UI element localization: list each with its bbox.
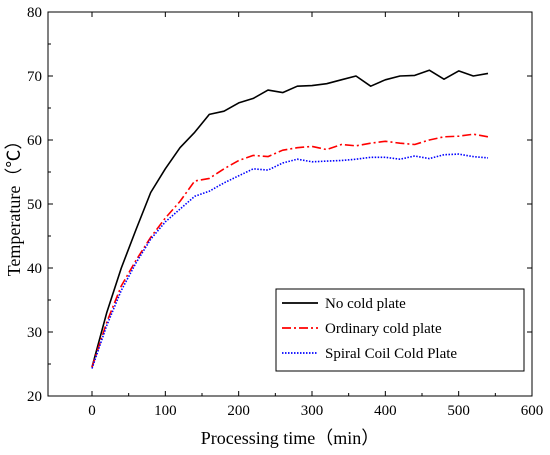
legend-label-3: Spiral Coil Cold Plate xyxy=(325,346,457,362)
legend-entries: No cold plate Ordinary cold plate Spiral C… xyxy=(282,296,457,362)
y-tick-label: 20 xyxy=(27,389,42,405)
y-tick-label: 40 xyxy=(27,261,42,277)
x-tick-label: 600 xyxy=(521,403,544,419)
series-line-1 xyxy=(91,69,489,368)
x-tick-label: 400 xyxy=(374,403,397,419)
y-tick-label: 60 xyxy=(27,133,42,149)
y-tick-label: 30 xyxy=(27,325,42,341)
x-axis-title: Processing time（min） xyxy=(201,428,380,448)
legend-label-1: No cold plate xyxy=(325,296,406,312)
series-layer xyxy=(91,69,489,369)
legend-label-2: Ordinary cold plate xyxy=(325,321,442,337)
y-axis-ticks: 20 30 40 50 60 70 80 xyxy=(27,5,532,405)
series-line-2 xyxy=(91,133,489,368)
x-axis-ticks: 0 100 200 300 400 500 600 xyxy=(88,12,543,419)
y-tick-label: 50 xyxy=(27,197,42,213)
y-tick-label: 80 xyxy=(27,5,42,21)
x-tick-label: 300 xyxy=(301,403,324,419)
legend: No cold plate Ordinary cold plate Spiral C… xyxy=(275,288,525,372)
x-tick-label: 100 xyxy=(154,403,177,419)
series-line-3 xyxy=(91,153,489,369)
x-tick-label: 500 xyxy=(447,403,470,419)
y-axis-title: Temperature（℃） xyxy=(4,132,24,277)
x-tick-label: 0 xyxy=(88,403,96,419)
y-tick-label: 70 xyxy=(27,69,42,85)
x-tick-label: 200 xyxy=(227,403,250,419)
